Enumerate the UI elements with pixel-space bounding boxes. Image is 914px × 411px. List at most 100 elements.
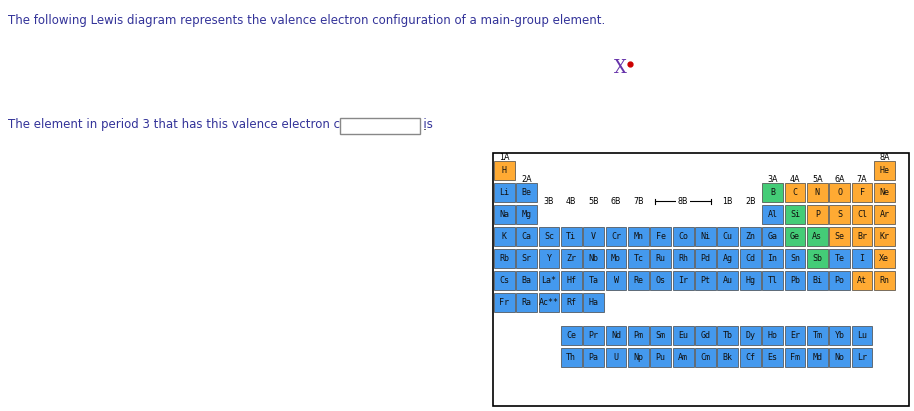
Text: As: As bbox=[813, 232, 823, 241]
Bar bbox=[651, 348, 671, 367]
Text: C: C bbox=[792, 188, 797, 197]
Bar bbox=[717, 348, 739, 367]
Bar bbox=[695, 271, 716, 290]
Text: Po: Po bbox=[834, 276, 845, 285]
Bar bbox=[606, 227, 626, 246]
Bar bbox=[561, 293, 581, 312]
Bar bbox=[583, 227, 604, 246]
Text: 2A: 2A bbox=[521, 175, 532, 184]
Text: 3A: 3A bbox=[768, 175, 778, 184]
Bar bbox=[493, 153, 909, 406]
Text: V: V bbox=[591, 232, 596, 241]
Text: 1A: 1A bbox=[499, 153, 509, 162]
Bar bbox=[784, 326, 805, 345]
Text: Hf: Hf bbox=[567, 276, 577, 285]
Text: 6A: 6A bbox=[834, 175, 845, 184]
Text: Fm: Fm bbox=[790, 353, 800, 362]
Bar bbox=[673, 326, 694, 345]
Text: Es: Es bbox=[768, 353, 778, 362]
Bar bbox=[695, 348, 716, 367]
Bar bbox=[673, 227, 694, 246]
Text: K: K bbox=[502, 232, 506, 241]
Bar bbox=[494, 227, 515, 246]
Bar bbox=[651, 249, 671, 268]
Bar bbox=[628, 227, 649, 246]
Bar bbox=[538, 249, 559, 268]
Bar bbox=[494, 249, 515, 268]
Bar bbox=[606, 348, 626, 367]
Bar bbox=[762, 227, 783, 246]
Text: Tc: Tc bbox=[633, 254, 643, 263]
Bar bbox=[762, 326, 783, 345]
Text: H: H bbox=[502, 166, 506, 175]
Text: Pu: Pu bbox=[655, 353, 665, 362]
Bar bbox=[561, 348, 581, 367]
Text: No: No bbox=[834, 353, 845, 362]
Text: Fe: Fe bbox=[655, 232, 665, 241]
Text: Ta: Ta bbox=[589, 276, 599, 285]
Text: Pt: Pt bbox=[700, 276, 710, 285]
Bar bbox=[807, 326, 828, 345]
Bar bbox=[538, 227, 559, 246]
Text: Cr: Cr bbox=[611, 232, 621, 241]
Text: Am: Am bbox=[678, 353, 688, 362]
Bar bbox=[340, 118, 420, 134]
Bar bbox=[651, 326, 671, 345]
Bar bbox=[516, 271, 537, 290]
Bar bbox=[651, 227, 671, 246]
Bar bbox=[874, 205, 895, 224]
Bar bbox=[494, 271, 515, 290]
Bar bbox=[516, 205, 537, 224]
Bar bbox=[561, 271, 581, 290]
Bar bbox=[829, 348, 850, 367]
Bar bbox=[717, 249, 739, 268]
Bar bbox=[583, 249, 604, 268]
Bar bbox=[494, 183, 515, 202]
Text: Ac**: Ac** bbox=[539, 298, 559, 307]
Bar bbox=[739, 249, 760, 268]
Bar bbox=[762, 249, 783, 268]
Bar bbox=[717, 271, 739, 290]
Text: Np: Np bbox=[633, 353, 643, 362]
Bar bbox=[516, 293, 537, 312]
Text: 8B: 8B bbox=[678, 197, 688, 206]
Bar bbox=[561, 326, 581, 345]
Text: Mg: Mg bbox=[522, 210, 532, 219]
Text: Br: Br bbox=[857, 232, 867, 241]
Bar bbox=[561, 227, 581, 246]
Bar bbox=[874, 161, 895, 180]
Bar bbox=[583, 348, 604, 367]
Text: Eu: Eu bbox=[678, 331, 688, 340]
Bar bbox=[829, 183, 850, 202]
Bar bbox=[807, 205, 828, 224]
Text: Mn: Mn bbox=[633, 232, 643, 241]
Text: 7A: 7A bbox=[856, 175, 867, 184]
Bar bbox=[874, 183, 895, 202]
Bar bbox=[739, 348, 760, 367]
Bar bbox=[628, 249, 649, 268]
Bar bbox=[628, 326, 649, 345]
Text: Tb: Tb bbox=[723, 331, 733, 340]
Bar bbox=[717, 326, 739, 345]
Bar bbox=[784, 271, 805, 290]
Text: 1B: 1B bbox=[723, 197, 733, 206]
Text: W: W bbox=[613, 276, 619, 285]
Text: Ag: Ag bbox=[723, 254, 733, 263]
Bar bbox=[807, 348, 828, 367]
Bar bbox=[762, 271, 783, 290]
Bar bbox=[762, 205, 783, 224]
Text: La*: La* bbox=[541, 276, 557, 285]
Text: Os: Os bbox=[655, 276, 665, 285]
Text: 4A: 4A bbox=[790, 175, 800, 184]
Bar bbox=[762, 348, 783, 367]
Text: Si: Si bbox=[790, 210, 800, 219]
Bar bbox=[852, 249, 873, 268]
Bar bbox=[494, 293, 515, 312]
Text: Rh: Rh bbox=[678, 254, 688, 263]
Bar bbox=[516, 249, 537, 268]
Text: P: P bbox=[814, 210, 820, 219]
Text: S: S bbox=[837, 210, 842, 219]
Bar bbox=[829, 205, 850, 224]
Text: Sm: Sm bbox=[655, 331, 665, 340]
Text: Rb: Rb bbox=[499, 254, 509, 263]
